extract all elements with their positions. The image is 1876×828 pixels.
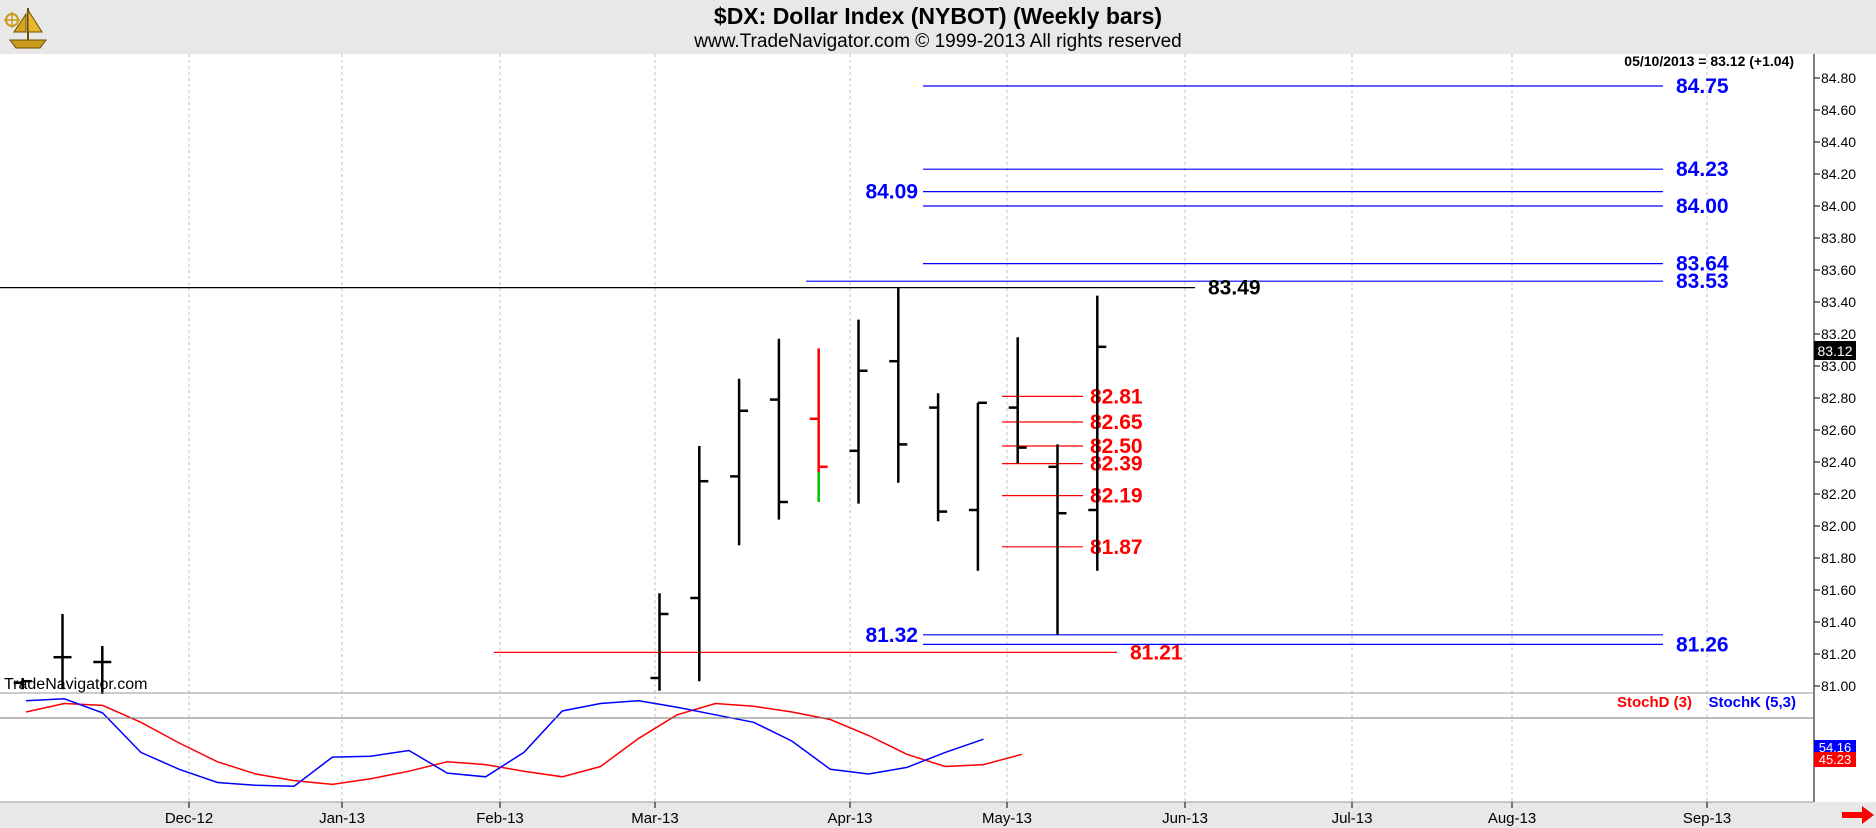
stochd-legend: StochD (3) [1617,694,1692,711]
y-tick-label: 84.60 [1821,102,1856,118]
level-label: 82.19 [1090,485,1143,508]
y-tick-label: 84.40 [1821,134,1856,150]
grid-lines [188,54,1708,802]
y-tick-label: 81.60 [1821,582,1856,598]
level-label: 84.09 [865,181,918,204]
time-axis-background [0,802,1876,828]
scroll-right-arrow-icon[interactable] [1842,806,1874,824]
y-tick-label: 82.00 [1821,518,1856,534]
x-tick-label: Jul-13 [1332,810,1373,827]
stochastic-panel [25,698,1022,787]
level-label: 83.49 [1208,277,1261,300]
last-price-tag: 83.12 [1817,343,1852,359]
price-bars [13,287,1107,694]
y-tick-label: 84.80 [1821,70,1856,86]
compass-ship-logo-icon [4,8,47,49]
level-label: 82.39 [1090,453,1143,476]
stochd-value-tag: 45.23 [1819,752,1852,767]
x-tick-label: Aug-13 [1488,810,1536,827]
level-label: 82.50 [1090,435,1143,458]
y-tick-label: 84.00 [1821,198,1856,214]
level-label: 81.26 [1676,633,1729,656]
watermark: TradeNavigator.com [4,676,147,693]
y-tick-label: 83.80 [1821,230,1856,246]
chart-header: $DX: Dollar Index (NYBOT) (Weekly bars) … [0,0,1876,54]
level-label: 82.81 [1090,385,1143,408]
level-label: 84.75 [1676,75,1729,98]
stochd-value-tag-bg [1814,752,1856,767]
x-tick-label: Jun-13 [1162,810,1208,827]
y-tick-label: 82.80 [1821,390,1856,406]
stochk-legend: StochK (5,3) [1708,694,1796,711]
y-tick-label: 84.20 [1821,166,1856,182]
stochk-value-tag: 54.16 [1819,740,1852,755]
y-tick-label: 82.60 [1821,422,1856,438]
y-tick-label: 83.00 [1821,358,1856,374]
stochk-line [25,698,984,787]
level-label: 83.53 [1676,270,1729,293]
x-tick-label: Apr-13 [827,810,872,827]
level-label: 81.32 [865,624,918,647]
level-label: 83.64 [1676,253,1729,276]
y-tick-label: 81.20 [1821,646,1856,662]
x-tick-label: Jan-13 [319,810,365,827]
x-tick-label: Feb-13 [476,810,524,827]
y-tick-label: 82.40 [1821,454,1856,470]
level-label: 82.65 [1090,411,1143,434]
stochk-value-tag-bg [1814,740,1856,755]
stochd-line [25,702,1022,786]
x-tick-label: Sep-13 [1683,810,1731,827]
axes: 81.00 81.20 81.40 81.60 81.80 82.00 82.20 82.40… [0,54,1856,827]
y-tick-label: 83.40 [1821,294,1856,310]
last-price-tag-bg [1814,341,1856,360]
level-label: 84.23 [1676,158,1729,181]
level-label: 81.21 [1130,641,1183,664]
x-tick-label: Dec-12 [165,810,213,827]
level-label: 81.87 [1090,536,1143,559]
y-tick-label: 81.80 [1821,550,1856,566]
y-tick-label: 82.20 [1821,486,1856,502]
chart-subtitle: www.TradeNavigator.com © 1999-2013 All r… [694,31,1182,52]
y-tick-label: 81.00 [1821,678,1856,694]
y-tick-label: 83.60 [1821,262,1856,278]
x-tick-label: Mar-13 [631,810,679,827]
level-label: 84.00 [1676,195,1729,218]
last-price-info: 05/10/2013 = 83.12 (+1.04) [1624,53,1794,69]
chart-title: $DX: Dollar Index (NYBOT) (Weekly bars) [713,3,1163,29]
y-tick-label: 81.40 [1821,614,1856,630]
y-tick-label: 83.20 [1821,326,1856,342]
x-tick-label: May-13 [982,810,1032,827]
